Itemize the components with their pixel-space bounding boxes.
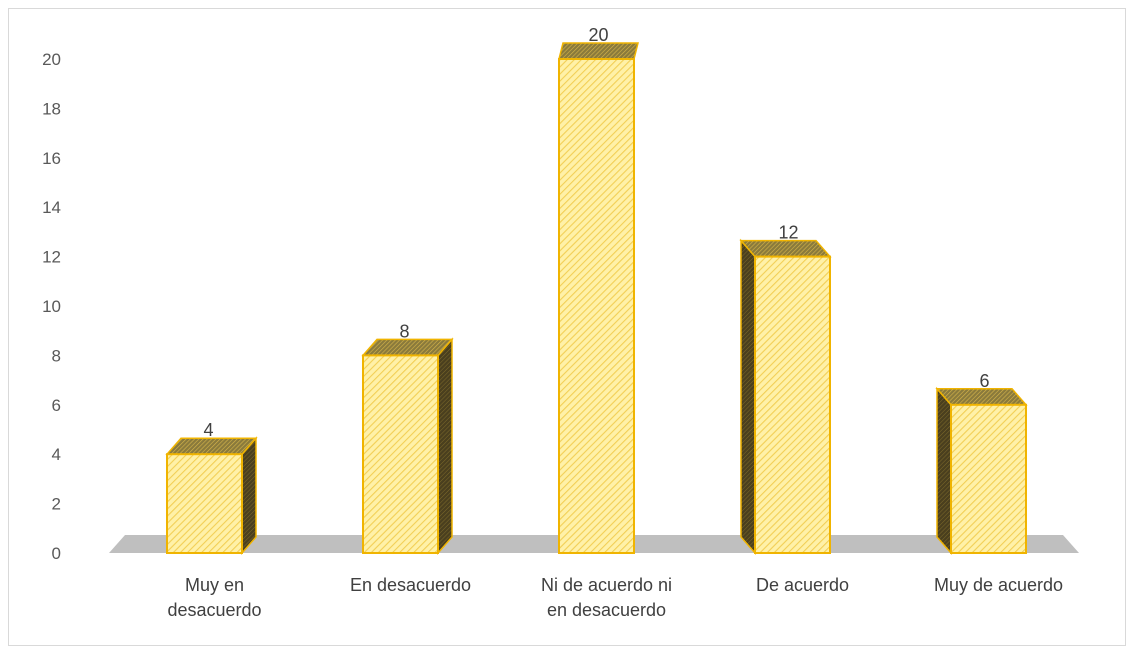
data-label: 12: [778, 223, 798, 243]
bar-top-face: [558, 42, 639, 60]
bar-top-face: [935, 388, 1028, 406]
data-label: 8: [399, 321, 409, 341]
y-tick-label: 12: [42, 248, 61, 267]
bar-front-face: [558, 58, 635, 554]
category-label: En desacuerdo: [350, 575, 471, 595]
bar-side-face: [936, 386, 952, 555]
y-tick-label: 0: [52, 544, 61, 563]
y-tick-label: 16: [42, 149, 61, 168]
bar: [361, 337, 454, 555]
data-label: 4: [203, 420, 213, 440]
category-label: Muy en desacuerdo: [167, 575, 261, 620]
chart-frame: 0 2 4 6 8 10 12 14 16 18 20 4 8 20 12 6 Muy en desacuer…: [8, 8, 1126, 646]
bar-side-face: [241, 436, 257, 555]
bar-top-face: [739, 239, 832, 258]
bar-side-face: [437, 337, 453, 555]
bar-front-face: [166, 453, 243, 555]
y-tick-label: 18: [42, 99, 61, 118]
y-tick-label: 10: [42, 297, 61, 316]
data-label: 20: [588, 25, 608, 45]
bar-side-face: [740, 238, 756, 555]
bar: [935, 386, 1028, 555]
bar-top-face: [361, 338, 454, 357]
y-tick-label: 14: [42, 198, 61, 217]
category-label: De acuerdo: [756, 575, 849, 595]
y-tick-label: 6: [52, 396, 61, 415]
data-label: 6: [979, 371, 989, 391]
category-label: Muy de acuerdo: [934, 575, 1063, 595]
bar-front-face: [950, 403, 1027, 554]
category-label: Ni de acuerdo ni en desacuerdo: [541, 575, 672, 620]
bar: [558, 42, 639, 554]
y-tick-label: 8: [52, 346, 61, 365]
bar: [165, 436, 258, 555]
bar-chart: 0 2 4 6 8 10 12 14 16 18 20 4 8 20 12 6 Muy en desacuer…: [42, 25, 1079, 620]
bar-top-face: [165, 437, 258, 455]
bar: [739, 238, 832, 555]
bar-front-face: [754, 255, 831, 554]
bar-front-face: [362, 354, 439, 554]
y-tick-label: 20: [42, 50, 61, 69]
y-tick-label: 2: [52, 495, 61, 514]
y-tick-label: 4: [52, 445, 61, 464]
